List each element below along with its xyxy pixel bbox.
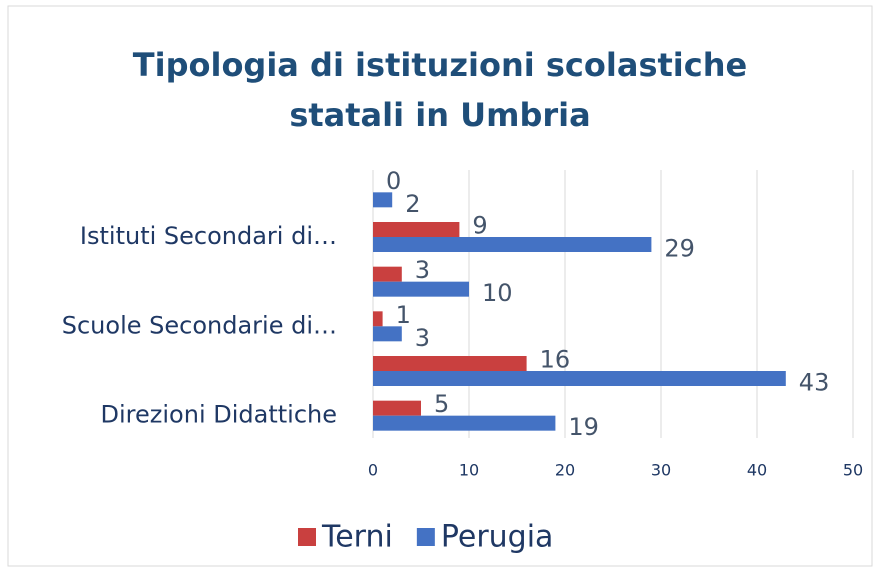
- data-label: 19: [568, 413, 599, 441]
- data-label: 29: [664, 235, 695, 263]
- x-tick-label: 50: [843, 461, 863, 480]
- bar: [373, 356, 527, 371]
- x-tick-label: 40: [747, 461, 767, 480]
- bar: [373, 400, 421, 416]
- bar: [373, 222, 460, 237]
- data-label: 43: [799, 369, 830, 397]
- data-label: 3: [415, 324, 430, 352]
- data-label: 5: [434, 390, 449, 418]
- data-label: 2: [405, 190, 420, 218]
- data-label: 16: [540, 346, 571, 374]
- bar: [373, 266, 402, 282]
- data-label: 3: [415, 256, 430, 284]
- data-label: 0: [386, 167, 401, 195]
- y-tick-label: Istituti Secondari di…: [80, 222, 337, 250]
- bar: [373, 281, 469, 297]
- legend-label: Terni: [321, 520, 393, 555]
- data-label: 10: [482, 279, 513, 307]
- data-label: 9: [472, 212, 487, 240]
- x-tick-label: 30: [651, 461, 671, 480]
- y-tick-label: Scuole Secondarie di…: [62, 311, 337, 339]
- x-tick-label: 20: [555, 461, 575, 480]
- data-label: 1: [396, 301, 411, 329]
- bar: [373, 311, 383, 327]
- bar: [373, 415, 556, 431]
- bar: [373, 326, 402, 342]
- x-tick-label: 10: [459, 461, 479, 480]
- y-tick-label: Direzioni Didattiche: [101, 401, 337, 429]
- bar: [373, 371, 786, 386]
- bar: [373, 192, 393, 208]
- x-tick-label: 0: [368, 461, 378, 480]
- legend-swatch: [298, 528, 316, 546]
- legend-label: Perugia: [441, 520, 554, 555]
- legend-swatch: [416, 528, 435, 546]
- bar: [373, 237, 652, 252]
- chart-title: Tipologia di istituzioni scolastiche sta…: [132, 46, 748, 134]
